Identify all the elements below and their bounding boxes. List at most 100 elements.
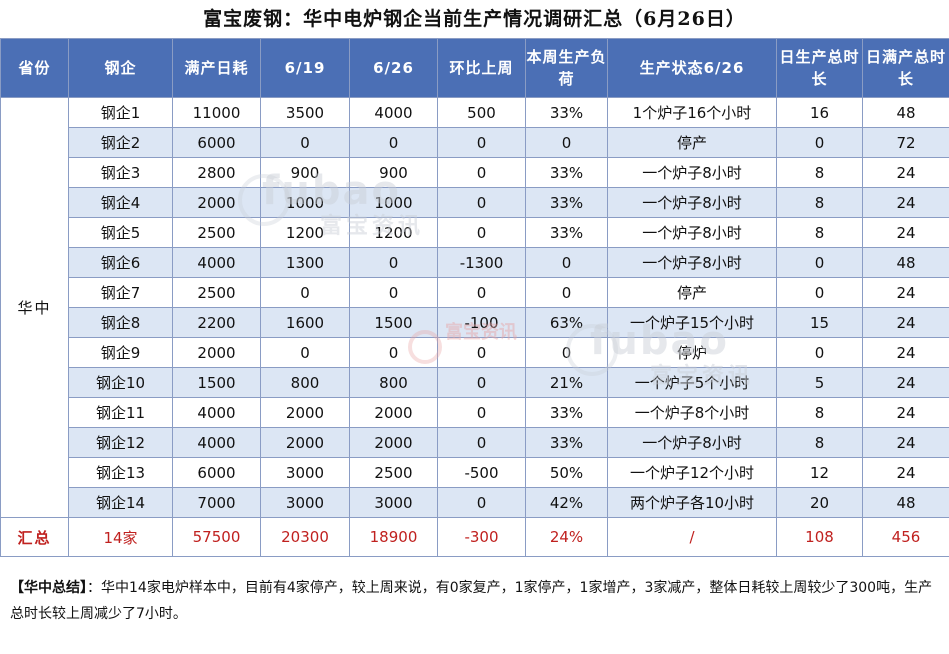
hours-cell: 0 — [776, 337, 863, 368]
summary-status: / — [607, 517, 777, 557]
full-hours-cell: 48 — [862, 247, 949, 278]
change-cell: 0 — [437, 217, 526, 248]
week2-cell: 1000 — [349, 187, 438, 218]
summary-row: 汇总 14家 57500 20300 18900 -300 24% / 108 … — [0, 517, 949, 557]
header-hours: 日生产总时长 — [776, 38, 863, 98]
summary-count: 14家 — [68, 517, 173, 557]
week2-cell: 900 — [349, 157, 438, 188]
full-daily-cell: 4000 — [172, 427, 261, 458]
table-row: 钢企4 2000 1000 1000 0 33% 一个炉子8小时 8 24 — [1, 187, 949, 218]
week2-cell: 2000 — [349, 397, 438, 428]
hours-cell: 8 — [776, 427, 863, 458]
company-cell: 钢企12 — [68, 427, 173, 458]
page-title: 富宝废钢：华中电炉钢企当前生产情况调研汇总（6月26日） — [0, 0, 949, 38]
status-cell: 停产 — [607, 277, 777, 308]
full-daily-cell: 1500 — [172, 367, 261, 398]
summary-week2: 18900 — [349, 517, 438, 557]
status-cell: 一个炉子8小时 — [607, 217, 777, 248]
hours-cell: 8 — [776, 397, 863, 428]
header-week2: 6/26 — [349, 38, 438, 98]
change-cell: 0 — [437, 367, 526, 398]
week1-cell: 3500 — [260, 97, 350, 128]
header-load: 本周生产负荷 — [525, 38, 608, 98]
load-cell: 33% — [525, 217, 608, 248]
status-cell: 一个炉子5个小时 — [607, 367, 777, 398]
summary-week1: 20300 — [260, 517, 350, 557]
week1-cell: 1600 — [260, 307, 350, 338]
change-cell: 0 — [437, 487, 526, 518]
status-cell: 一个炉子12个小时 — [607, 457, 777, 488]
table-row: 钢企12 4000 2000 2000 0 33% 一个炉子8小时 8 24 — [1, 427, 949, 458]
table-row: 钢企10 1500 800 800 0 21% 一个炉子5个小时 5 24 — [1, 367, 949, 398]
change-cell: -500 — [437, 457, 526, 488]
status-cell: 停炉 — [607, 337, 777, 368]
load-cell: 63% — [525, 307, 608, 338]
load-cell: 50% — [525, 457, 608, 488]
load-cell: 33% — [525, 157, 608, 188]
load-cell: 33% — [525, 97, 608, 128]
week1-cell: 900 — [260, 157, 350, 188]
full-hours-cell: 24 — [862, 217, 949, 248]
change-cell: -1300 — [437, 247, 526, 278]
province-cell: 华中 — [0, 97, 69, 518]
summary-note-body: ：华中14家电炉样本中，目前有4家停产，较上周来说，有0家复产，1家停产，1家增… — [10, 580, 933, 622]
week2-cell: 0 — [349, 247, 438, 278]
full-hours-cell: 24 — [862, 337, 949, 368]
week2-cell: 2500 — [349, 457, 438, 488]
status-cell: 一个炉子8小时 — [607, 427, 777, 458]
hours-cell: 0 — [776, 277, 863, 308]
week1-cell: 0 — [260, 127, 350, 158]
week1-cell: 1300 — [260, 247, 350, 278]
full-daily-cell: 11000 — [172, 97, 261, 128]
full-hours-cell: 24 — [862, 307, 949, 338]
full-hours-cell: 24 — [862, 187, 949, 218]
hours-cell: 8 — [776, 157, 863, 188]
summary-change: -300 — [437, 517, 526, 557]
full-hours-cell: 24 — [862, 427, 949, 458]
table-row: 钢企13 6000 3000 2500 -500 50% 一个炉子12个小时 1… — [1, 457, 949, 488]
week2-cell: 3000 — [349, 487, 438, 518]
company-cell: 钢企14 — [68, 487, 173, 518]
company-cell: 钢企1 — [68, 97, 173, 128]
company-cell: 钢企13 — [68, 457, 173, 488]
table-row: 钢企5 2500 1200 1200 0 33% 一个炉子8小时 8 24 — [1, 217, 949, 248]
load-cell: 0 — [525, 277, 608, 308]
table-header-row: 省份 钢企 满产日耗 6/19 6/26 环比上周 本周生产负荷 生产状态6/2… — [0, 38, 949, 98]
full-daily-cell: 2800 — [172, 157, 261, 188]
full-daily-cell: 4000 — [172, 247, 261, 278]
week2-cell: 800 — [349, 367, 438, 398]
table-row: 钢企6 4000 1300 0 -1300 0 一个炉子8小时 0 48 — [1, 247, 949, 278]
full-hours-cell: 24 — [862, 397, 949, 428]
week1-cell: 0 — [260, 337, 350, 368]
hours-cell: 0 — [776, 127, 863, 158]
summary-note: 【华中总结】：华中14家电炉样本中，目前有4家停产，较上周来说，有0家复产，1家… — [10, 575, 940, 627]
full-hours-cell: 24 — [862, 457, 949, 488]
change-cell: 0 — [437, 397, 526, 428]
week1-cell: 3000 — [260, 457, 350, 488]
full-hours-cell: 24 — [862, 277, 949, 308]
change-cell: -100 — [437, 307, 526, 338]
full-daily-cell: 2000 — [172, 337, 261, 368]
table-row: 钢企11 4000 2000 2000 0 33% 一个炉子8个小时 8 24 — [1, 397, 949, 428]
load-cell: 33% — [525, 397, 608, 428]
company-cell: 钢企6 — [68, 247, 173, 278]
full-daily-cell: 4000 — [172, 397, 261, 428]
table-row: 钢企14 7000 3000 3000 0 42% 两个炉子各10小时 20 4… — [1, 487, 949, 518]
change-cell: 500 — [437, 97, 526, 128]
company-cell: 钢企10 — [68, 367, 173, 398]
change-cell: 0 — [437, 157, 526, 188]
hours-cell: 8 — [776, 187, 863, 218]
full-daily-cell: 6000 — [172, 457, 261, 488]
week2-cell: 4000 — [349, 97, 438, 128]
company-cell: 钢企5 — [68, 217, 173, 248]
full-daily-cell: 2500 — [172, 277, 261, 308]
week1-cell: 2000 — [260, 427, 350, 458]
change-cell: 0 — [437, 187, 526, 218]
summary-full-hours: 456 — [862, 517, 949, 557]
summary-label: 汇总 — [0, 517, 69, 557]
full-hours-cell: 48 — [862, 487, 949, 518]
header-full-daily: 满产日耗 — [172, 38, 261, 98]
load-cell: 21% — [525, 367, 608, 398]
summary-load: 24% — [525, 517, 608, 557]
table-row: 钢企2 6000 0 0 0 0 停产 0 72 — [1, 127, 949, 158]
